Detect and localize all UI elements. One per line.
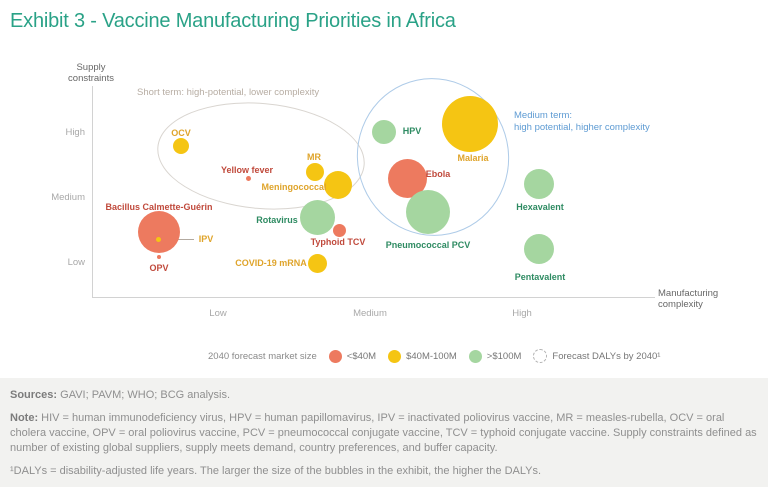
bubble-malaria [442,96,498,152]
legend-item-label: $40M-100M [406,350,457,362]
y-tick-low: Low [67,257,85,268]
sources-text: GAVI; PAVM; WHO; BCG analysis. [57,389,231,401]
legend-item-40-100m: $40M-100M [388,349,457,363]
legend-item-label: Forecast DALYs by 2040¹ [552,350,661,362]
bubble-label-hexavalent: Hexavalent [516,202,564,212]
bubble-hexavalent [524,169,554,199]
bubble-label-pneumococcal-pcv: Pneumococcal PCV [385,240,471,250]
y-tick-medium: Medium [51,192,85,203]
bubble-label-meningococcal: Meningococcal [261,182,327,192]
sources-prefix: Sources: [10,389,58,401]
y-axis-title: Supply constraints [68,62,114,84]
bubble-typhoid-tcv [332,223,346,237]
bubble-label-bcg: Bacillus Calmette-Guérin [105,202,213,212]
medium-term-annotation-line2: high potential, higher complexity [514,121,650,133]
bubble-hpv [372,120,396,144]
dashed-circle-icon [533,349,548,363]
x-axis-line [92,297,655,298]
x-tick-high: High [512,308,532,319]
x-tick-medium: Medium [353,308,387,319]
bubble-label-ocv: OCV [171,128,191,138]
note-prefix: Note: [10,412,39,424]
bubble-label-mr: MR [307,152,321,162]
bubble-label-rotavirus: Rotavirus [256,215,298,225]
yellow-bubble-swatch-icon [388,349,402,363]
footer-notes: Sources: GAVI; PAVM; WHO; BCG analysis. … [0,378,768,487]
bubble-yellow-fever [245,175,251,181]
plot-area: Supply constraints Manufacturing complex… [51,62,719,319]
red-bubble-swatch-icon [328,349,342,363]
legend-item-lt40m: <$40M [328,349,377,363]
short-term-annotation: Short term: high-potential, lower comple… [137,87,320,98]
bubble-label-hpv: HPV [402,126,422,136]
short-term-group-ellipse [152,94,370,218]
legend-item-label: >$100M [486,350,522,362]
bubble-rotavirus [299,199,335,235]
footnote-line: ¹DALYs = disability-adjusted life years.… [10,465,542,477]
ipv-callout-line [166,239,194,240]
bubble-label-covid19-mrna: COVID-19 mRNA [235,258,307,268]
bubble-pentavalent [524,234,554,264]
note-text: HIV = human immunodeficiency virus, HPV … [10,412,757,454]
bubble-opv [157,255,161,259]
bubble-meningococcal [324,171,352,199]
x-axis-title: Manufacturing complexity [658,288,719,310]
legend-item-gt100m: >$100M [468,349,522,363]
bubble-covid19-mrna [307,253,327,273]
medium-term-annotation-line1: Medium term: [514,110,573,121]
bubble-mr [306,163,324,181]
note-line: Note: HIV = human immunodeficiency virus… [10,411,762,456]
sources-line: Sources: GAVI; PAVM; WHO; BCG analysis. [10,388,762,403]
legend-title: 2040 forecast market size [208,350,317,362]
page-title: Exhibit 3 - Vaccine Manufacturing Priori… [10,10,456,32]
bubble-label-ebola: Ebola [425,169,451,179]
legend: 2040 forecast market size <$40M $40M-100… [208,348,660,364]
bubble-pneumococcal-pcv [406,190,450,234]
bubble-label-yellow-fever: Yellow fever [220,165,274,175]
bubble-ipv [155,236,161,242]
bubble-bcg [138,211,180,253]
x-tick-low: Low [209,308,227,319]
y-axis-line [92,86,93,298]
bubble-ocv [173,138,189,154]
bubble-label-opv: OPV [149,263,169,273]
bubble-label-typhoid-tcv: Typhoid TCV [310,237,366,247]
medium-term-annotation: Medium term: high potential, higher comp… [514,110,650,133]
green-bubble-swatch-icon [468,349,482,363]
legend-item-label: <$40M [346,350,377,362]
bubble-label-ipv: IPV [198,234,214,244]
y-tick-high: High [65,127,85,138]
legend-item-dalys: Forecast DALYs by 2040¹ [533,349,660,363]
bubble-label-pentavalent: Pentavalent [514,272,566,282]
bubble-label-malaria: Malaria [457,153,489,163]
